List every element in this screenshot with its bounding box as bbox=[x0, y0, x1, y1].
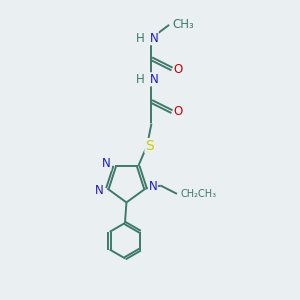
Text: N: N bbox=[149, 73, 158, 86]
Text: N: N bbox=[95, 184, 103, 196]
Text: O: O bbox=[173, 62, 183, 76]
Text: N: N bbox=[102, 157, 111, 170]
Text: H: H bbox=[136, 73, 145, 86]
Text: N: N bbox=[149, 32, 158, 45]
Text: H: H bbox=[136, 32, 145, 45]
Text: N: N bbox=[148, 180, 157, 193]
Text: CH₃: CH₃ bbox=[172, 18, 194, 32]
Text: S: S bbox=[145, 139, 154, 153]
Text: O: O bbox=[173, 105, 183, 118]
Text: CH₂CH₃: CH₂CH₃ bbox=[181, 189, 217, 199]
